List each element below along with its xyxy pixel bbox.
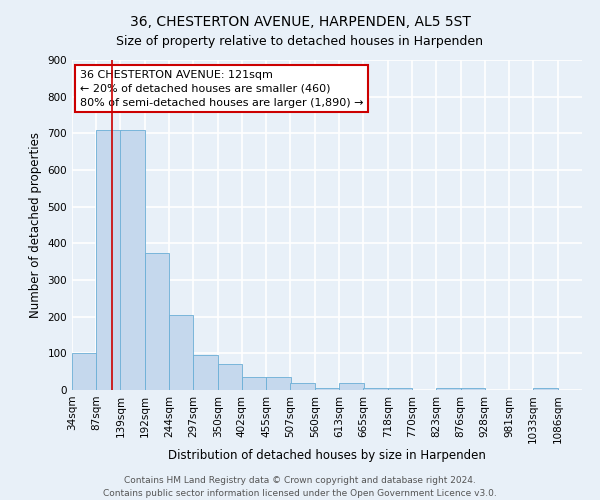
Bar xyxy=(363,388,388,390)
Bar xyxy=(242,377,266,390)
Text: 36, CHESTERTON AVENUE, HARPENDEN, AL5 5ST: 36, CHESTERTON AVENUE, HARPENDEN, AL5 5S… xyxy=(130,15,470,29)
Bar xyxy=(461,388,485,390)
Bar xyxy=(388,388,412,390)
Bar xyxy=(193,355,218,390)
Text: 36 CHESTERTON AVENUE: 121sqm
← 20% of detached houses are smaller (460)
80% of s: 36 CHESTERTON AVENUE: 121sqm ← 20% of de… xyxy=(80,70,363,108)
Bar xyxy=(145,252,169,390)
Text: Contains HM Land Registry data © Crown copyright and database right 2024.
Contai: Contains HM Land Registry data © Crown c… xyxy=(103,476,497,498)
Bar xyxy=(436,388,461,390)
Bar xyxy=(97,130,121,390)
Bar xyxy=(315,388,339,390)
Y-axis label: Number of detached properties: Number of detached properties xyxy=(29,132,42,318)
Bar xyxy=(169,315,193,390)
Text: Size of property relative to detached houses in Harpenden: Size of property relative to detached ho… xyxy=(116,35,484,48)
Bar xyxy=(533,388,557,390)
Bar xyxy=(72,354,97,390)
Bar xyxy=(218,364,242,390)
Bar xyxy=(339,382,364,390)
Bar xyxy=(290,382,315,390)
Bar xyxy=(121,130,145,390)
Bar xyxy=(266,377,291,390)
X-axis label: Distribution of detached houses by size in Harpenden: Distribution of detached houses by size … xyxy=(168,449,486,462)
